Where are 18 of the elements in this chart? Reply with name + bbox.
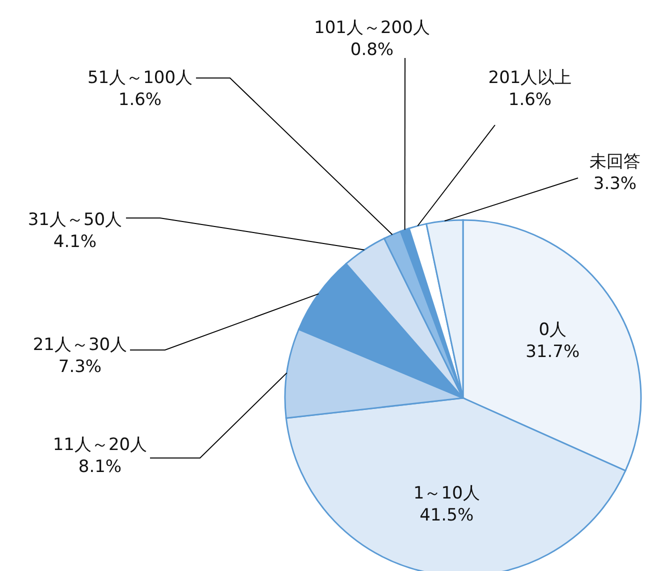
- slice-label: 1～10人: [413, 483, 480, 504]
- slice-label: 未回答: [590, 152, 640, 172]
- data-label: 1.6%: [118, 90, 162, 110]
- data-label: 7.3%: [58, 357, 102, 377]
- slice-label: 201人以上: [488, 68, 572, 88]
- data-label: 4.1%: [53, 232, 97, 252]
- data-label: 8.1%: [78, 457, 122, 477]
- data-label: 0.8%: [350, 40, 394, 60]
- slice-label: 11人～20人: [52, 434, 148, 455]
- slice-label: 0人: [538, 320, 567, 340]
- slice-label: 101人～200人: [314, 18, 430, 38]
- slice-label: 51人～100人: [87, 68, 193, 88]
- data-label: 3.3%: [593, 174, 637, 194]
- slice-label: 21人～30人: [32, 334, 128, 355]
- data-label: 41.5%: [420, 506, 474, 526]
- slice-label: 31人～50人: [28, 210, 122, 230]
- data-label: 31.7%: [526, 342, 580, 362]
- data-label: 1.6%: [508, 90, 552, 110]
